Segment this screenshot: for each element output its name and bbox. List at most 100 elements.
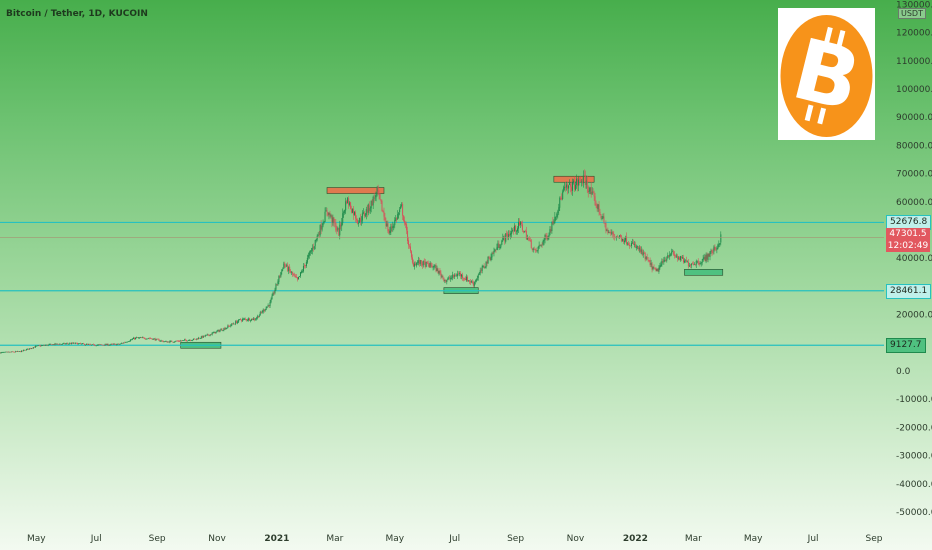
candle-body [383,211,385,217]
candle-body [315,238,317,241]
candle-body [452,274,454,278]
support-zone[interactable] [684,268,724,276]
candle-body [707,253,709,260]
candle-body [170,340,172,342]
candle-body [600,214,602,219]
candle-body [202,335,204,338]
y-tick-label: -40000.0 [896,480,932,490]
candle-body [126,342,128,343]
candle-body [348,198,350,206]
candle-body [702,258,704,261]
candle-body [215,331,217,334]
candle-body [587,186,589,193]
candle-body [433,265,435,268]
candle-body [684,259,686,261]
candle-body [343,211,345,213]
candle-body [501,240,503,245]
candle-body [497,243,499,248]
candle-body [84,344,86,346]
candle-body [216,331,218,332]
candle-body [647,259,649,261]
candle-body [48,344,50,345]
candle-body [304,265,306,266]
candle-body [289,266,291,271]
candle-body [254,319,256,321]
candle-body [156,338,158,340]
candle-body [183,340,185,341]
candle-body [200,336,202,339]
candle-body [425,261,427,267]
candle-body [360,220,362,222]
candle-body [23,350,25,351]
y-tick-label: 110000.0 [896,57,932,67]
candle-body [411,257,413,263]
candle-body [302,266,304,272]
candle-body [420,260,422,264]
candle-body [273,292,275,294]
candle-body [129,340,131,342]
candle-body [300,271,302,273]
candle-body [144,338,146,340]
candle-body [555,216,557,218]
candle-body [113,343,115,345]
candle-body [375,191,377,198]
candle-body [60,343,62,345]
x-tick-label: 2022 [623,534,648,544]
candle-body [41,345,43,346]
candle-body [608,231,610,233]
candle-body [532,248,534,250]
candle-body [459,273,461,275]
candle-body [262,309,264,312]
candle-body [212,332,214,334]
candle-body [619,235,621,237]
candle-body [654,267,656,269]
candle-body [636,246,638,248]
candle-body [285,265,287,267]
candle-body [568,185,570,189]
candle-body [526,237,528,240]
candle-body [498,243,500,248]
resistance-zone[interactable] [326,187,385,194]
candle-body [30,348,32,349]
candle-body [239,319,241,320]
y-axis: 130000.0 120000.0 110000.0 100000.0 90000.0 8… [896,0,932,518]
candle-body [431,265,433,268]
candle-body [572,182,574,191]
symbol-title[interactable]: Bitcoin / Tether, 1D, KUCOIN [6,9,148,19]
candle-body [291,272,293,273]
candle-body [260,312,262,313]
candle-body [492,252,494,254]
candle-body [101,344,103,346]
candle-body [174,341,176,343]
candle-body [195,338,197,340]
candle-body [197,337,199,340]
x-tick-label: May [385,534,404,544]
currency-label[interactable]: USDT [898,8,926,19]
candle-body [521,224,523,231]
candle-body [98,344,100,346]
candle-body [469,281,471,283]
candle-body [138,337,140,339]
candle-body [328,212,330,215]
candle-body [440,272,442,277]
candle-body [267,305,269,307]
candle-body [40,345,42,347]
candle-body [458,273,460,275]
candle-body [466,276,468,282]
candle-body [443,277,445,281]
candle-body [55,343,57,345]
candle-body [199,338,201,339]
candle-body [531,248,533,250]
candle-body [664,259,666,261]
candle-body [703,257,705,259]
candle-body [632,242,634,245]
candle-body [227,325,229,329]
candle-body [66,343,68,344]
candle-body [553,222,555,224]
candle-body [462,274,464,279]
candle-body [404,220,406,224]
candle-body [356,219,358,224]
candle-body [507,234,509,238]
